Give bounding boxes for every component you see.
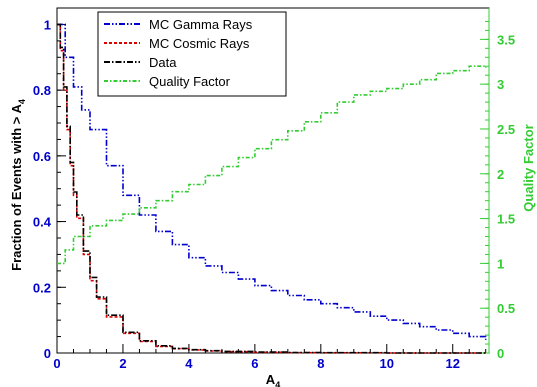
y-axis-title-main: Fraction of Events with > A xyxy=(9,104,24,271)
x-tick-label: 0 xyxy=(53,356,60,371)
x-tick-label: 6 xyxy=(251,356,258,371)
y2-tick-label: 0 xyxy=(497,346,504,361)
x-axis-title-main: A xyxy=(266,372,276,387)
y2-tick-label: 1 xyxy=(497,256,504,271)
x-axis-title-sub: 4 xyxy=(275,380,280,387)
y2-tick-label: 0.5 xyxy=(497,301,515,316)
y2-tick-label: 2.5 xyxy=(497,122,515,137)
series-line-data xyxy=(57,23,486,354)
x-axis-title: A4 xyxy=(266,372,280,387)
series-line-quality-factor xyxy=(57,65,487,265)
y2-tick-label: 3 xyxy=(497,77,504,92)
x-tick-label: 2 xyxy=(119,356,126,371)
y2-tick-label: 2 xyxy=(497,167,504,182)
y2-tick-label: 3.5 xyxy=(497,32,515,47)
y-tick-label: 0.8 xyxy=(33,83,51,98)
x-tick-label: 12 xyxy=(445,356,459,371)
legend: MC Gamma Rays MC Cosmic Rays Data Quality F… xyxy=(97,11,287,97)
x-tick-label: 10 xyxy=(380,356,394,371)
y-tick-label: 0.4 xyxy=(33,215,52,230)
y-tick-label: 0.6 xyxy=(33,149,51,164)
y-axis-title-sub: 4 xyxy=(17,99,27,104)
x-tick-label: 8 xyxy=(317,356,324,371)
legend-label-mc-gamma-rays: MC Gamma Rays xyxy=(149,17,253,32)
legend-label-quality-factor: Quality Factor xyxy=(149,74,231,89)
legend-label-mc-cosmic-rays: MC Cosmic Rays xyxy=(149,36,250,51)
y-tick-label: 0.2 xyxy=(33,280,51,295)
y-tick-label: 1 xyxy=(44,17,51,32)
legend-label-data: Data xyxy=(149,55,177,70)
x-tick-label: 4 xyxy=(185,356,193,371)
y-axis-title: Fraction of Events with > A4 xyxy=(9,99,27,271)
y2-tick-label: 1.5 xyxy=(497,212,515,227)
y-tick-label: 0 xyxy=(44,346,51,361)
y2-axis-title: Quality Factor xyxy=(521,124,536,211)
series-line-mc-gamma-rays xyxy=(57,23,487,340)
series-layer xyxy=(57,23,487,354)
